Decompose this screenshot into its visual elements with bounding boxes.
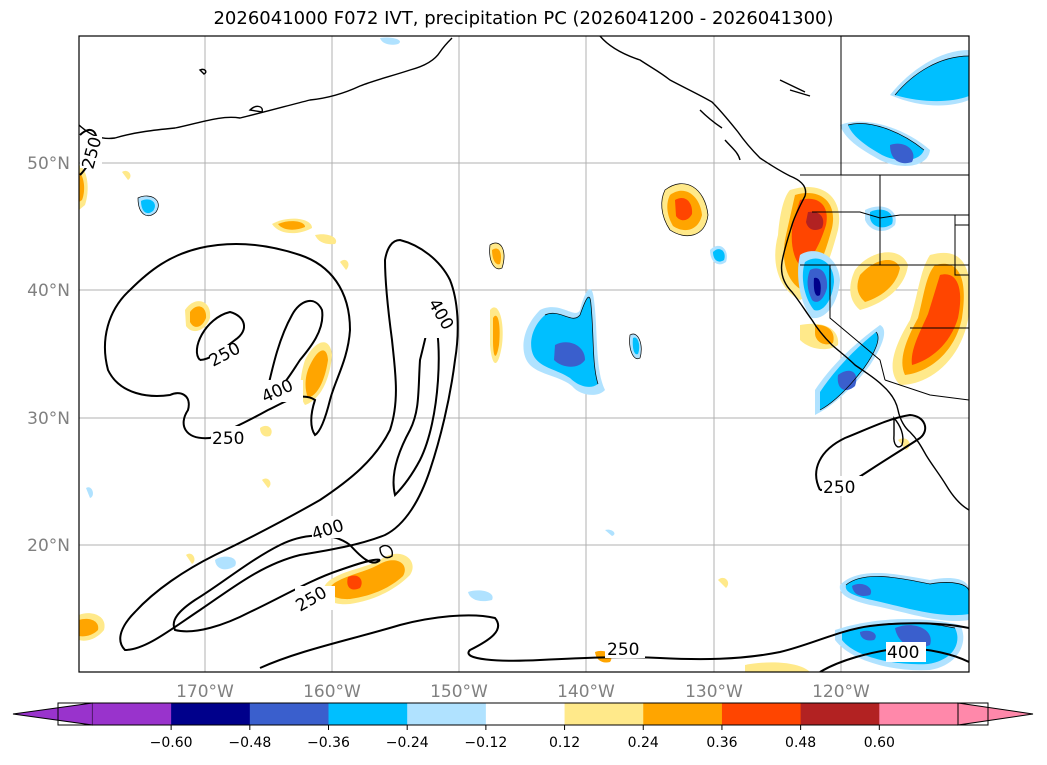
contour-label: 250 [607,640,639,660]
colorbar-segment [879,703,959,725]
colorbar-frame [57,702,989,726]
colorbar-segment [328,703,408,725]
colorbar-tick-label: 0.60 [864,735,895,751]
lon-label: 150°W [430,682,488,702]
map-frame [78,35,970,673]
longitude-labels: 170°W 160°W 150°W 140°W 130°W 120°W [176,682,870,702]
colorbar-segment [643,703,723,725]
colorbar-tick-label: −0.24 [386,735,429,751]
coastlines [79,36,969,559]
map-plot-area: 250 250 250 400 400 400 250 250 250 400 [79,36,969,672]
colorbar-ticks: −0.60 −0.48 −0.36 −0.24 −0.12 0.12 0.24 0.36 0.4… [150,725,895,751]
map-title: 2026041000 F072 IVT, precipitation PC (2… [213,8,834,29]
precip-outlines [137,55,969,633]
colorbar-segment [800,703,880,725]
lon-label: 170°W [176,682,234,702]
colorbar-extend-max [957,702,1034,726]
precip-positive-areas [79,165,969,672]
colorbar: −0.60 −0.48 −0.36 −0.24 −0.12 0.12 0.24 0.36 0.4… [12,702,1034,751]
colorbar-segment [564,703,644,725]
colorbar-segment [407,703,487,725]
country-borders [800,36,969,401]
colorbar-tick-label: 0.36 [706,735,737,751]
colorbar-segment [485,703,566,725]
contour-label: 250 [823,478,855,498]
colorbar-segment [92,703,172,725]
lat-label: 50°N [27,154,70,174]
colorbar-tick-label: −0.36 [307,735,350,751]
ivt-contours [79,128,969,672]
lat-label: 20°N [27,536,70,556]
colorbar-segment [171,703,251,725]
colorbar-extend-min [12,702,93,726]
lat-label: 40°N [27,281,70,301]
lon-label: 120°W [812,682,870,702]
colorbar-tick-label: 0.12 [549,735,580,751]
latitude-labels: 50°N 40°N 30°N 20°N [27,154,70,556]
colorbar-tick-label: −0.12 [464,735,507,751]
colorbar-tick-label: −0.60 [150,735,193,751]
lat-label: 30°N [27,409,70,429]
contour-label: 250 [206,339,244,372]
lon-label: 140°W [557,682,615,702]
colorbar-segment [721,703,802,725]
contour-label: 400 [887,643,919,663]
colorbar-tick-label: −0.48 [228,735,271,751]
colorbar-tick-label: 0.48 [785,735,816,751]
colorbar-segment [249,703,330,725]
contour-label: 250 [212,429,244,449]
lon-label: 160°W [303,682,361,702]
colorbar-segments [12,702,1034,726]
lon-label: 130°W [685,682,743,702]
contour-labels: 250 250 250 400 400 400 250 250 250 400 [79,135,926,663]
graticule [79,36,969,672]
colorbar-tick-label: 0.24 [628,735,659,751]
